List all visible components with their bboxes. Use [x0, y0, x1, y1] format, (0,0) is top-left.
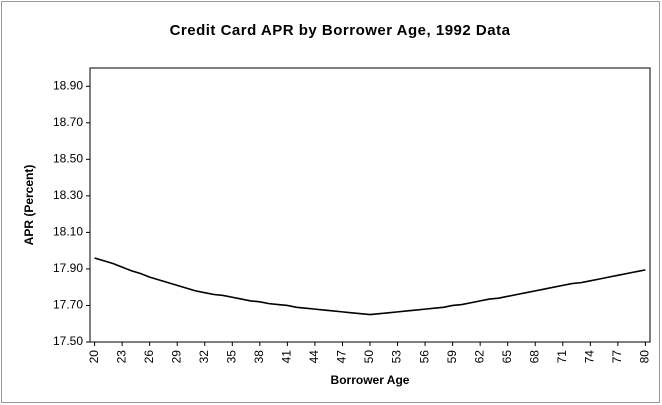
- y-tick-label: 17.90: [53, 261, 83, 275]
- x-tick-label: 20: [87, 350, 101, 364]
- y-tick-label: 18.30: [53, 188, 83, 202]
- x-tick-label: 77: [610, 350, 624, 364]
- data-line: [94, 257, 646, 316]
- x-tick-label: 62: [472, 350, 486, 364]
- x-tick-label: 68: [527, 350, 541, 364]
- x-tick-label: 50: [362, 350, 376, 364]
- x-tick-label: 59: [445, 350, 459, 364]
- x-tick-label: 38: [252, 350, 266, 364]
- x-tick-label: 47: [335, 350, 349, 364]
- x-tick-label: 53: [390, 350, 404, 364]
- x-tick-label: 35: [224, 350, 238, 364]
- x-tick-label: 80: [638, 350, 652, 364]
- x-tick-label: 26: [142, 350, 156, 364]
- y-tick-label: 18.10: [53, 225, 83, 239]
- x-tick-label: 65: [500, 350, 514, 364]
- x-axis-label: Borrower Age: [331, 373, 410, 387]
- x-tick-label: 23: [114, 350, 128, 364]
- y-tick-label: 17.50: [53, 334, 83, 348]
- x-tick-label: 41: [280, 350, 294, 364]
- y-tick-label: 18.70: [53, 115, 83, 129]
- x-tick-label: 56: [417, 350, 431, 364]
- y-axis-label: APR (Percent): [22, 165, 36, 246]
- x-tick-label: 29: [169, 350, 183, 364]
- chart-title: Credit Card APR by Borrower Age, 1992 Da…: [170, 22, 511, 39]
- y-tick-label: 18.90: [53, 78, 83, 92]
- y-tick-label: 17.70: [53, 298, 83, 312]
- y-tick-label: 18.50: [53, 152, 83, 166]
- x-tick-label: 71: [555, 350, 569, 364]
- x-tick-label: 32: [197, 350, 211, 364]
- x-tick-label: 74: [582, 350, 596, 364]
- x-tick-label: 44: [307, 350, 321, 364]
